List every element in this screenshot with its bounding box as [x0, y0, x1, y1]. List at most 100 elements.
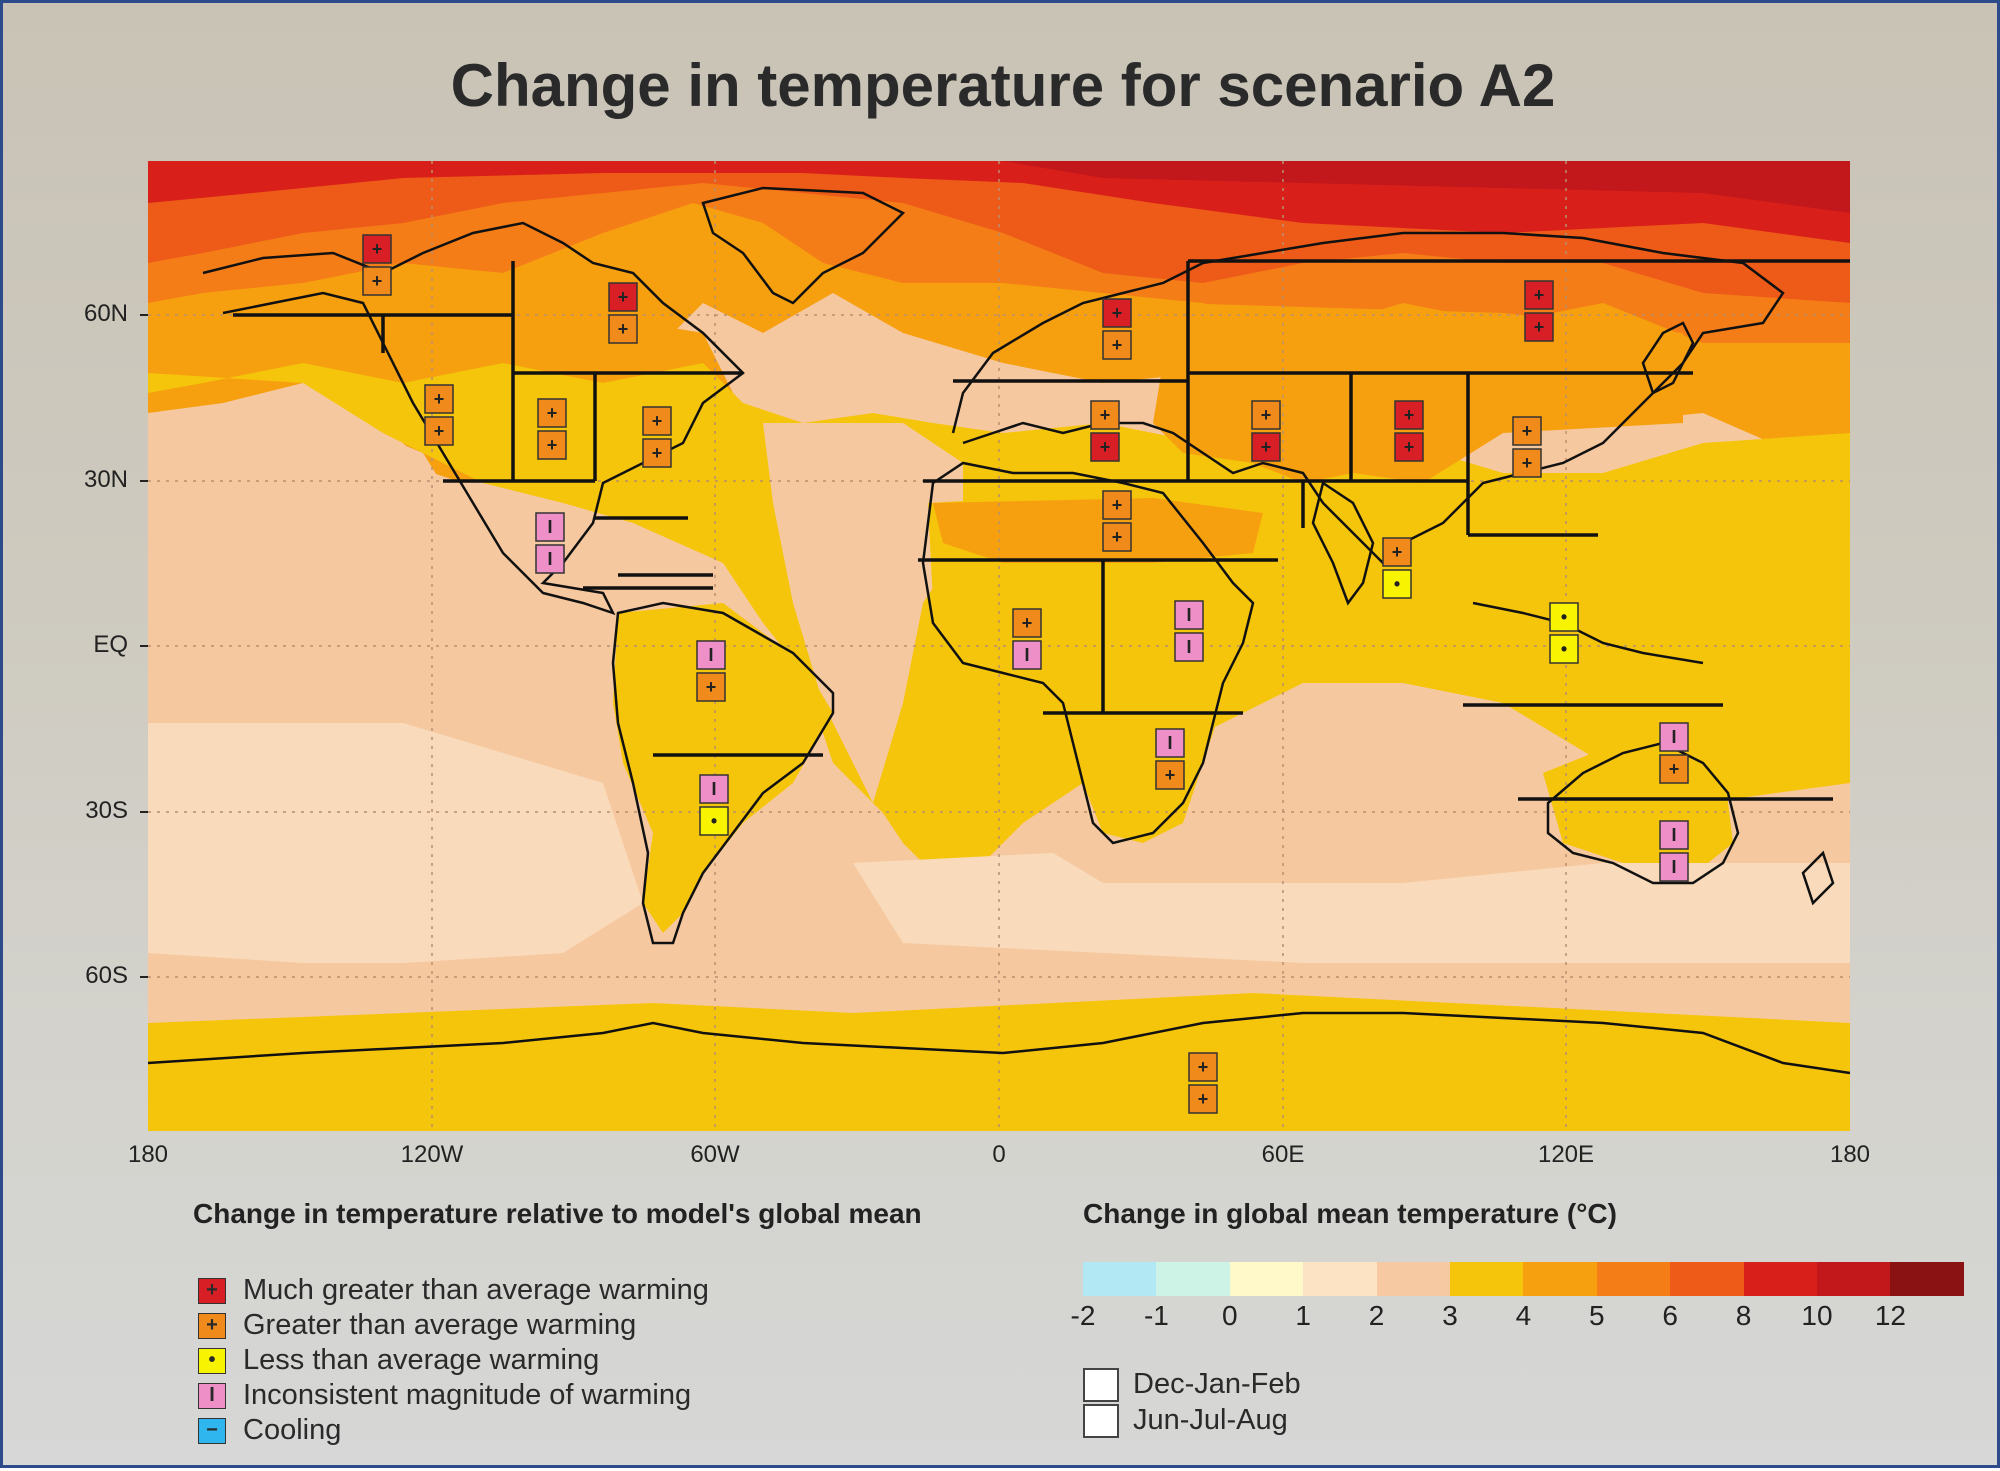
zone-antarctica-core	[148, 1053, 1850, 1131]
svg-text:+: +	[547, 435, 558, 455]
color-scale-tick-label: 8	[1735, 1300, 1752, 1331]
svg-text:I: I	[1167, 733, 1172, 753]
color-scale-tick-label: -2	[1070, 1300, 1096, 1331]
svg-text:•: •	[711, 811, 717, 831]
color-scale-tick-label: 5	[1589, 1300, 1605, 1331]
lat-label-30s: 30S	[85, 797, 128, 824]
coast-indonesia	[1472, 601, 1704, 665]
color-scale-tick-label: 12	[1874, 1300, 1906, 1331]
svg-text:+: +	[1165, 765, 1176, 785]
marker-northern-europe: ++	[1102, 298, 1132, 360]
color-scale-cell	[1523, 1262, 1597, 1296]
marker-south-asia: +•	[1382, 537, 1412, 599]
coast-greenland	[701, 186, 906, 305]
color-scale-cell	[1816, 1262, 1891, 1296]
zone-sahara	[933, 498, 1263, 563]
svg-text:+: +	[652, 443, 663, 463]
svg-text:+: +	[372, 239, 383, 259]
lat-label-60s: 60S	[85, 962, 128, 989]
svg-text:+: +	[372, 271, 383, 291]
svg-text:+: +	[1198, 1089, 1209, 1109]
minus-icon: −	[198, 1418, 226, 1444]
color-scale-cell	[1303, 1262, 1377, 1296]
lon-label-0: 0	[992, 1141, 1006, 1168]
color-scale-tick-label: 6	[1662, 1300, 1678, 1331]
lon-label-180e: 180	[1829, 1141, 1871, 1168]
marker-amazon: I+	[696, 640, 726, 702]
scale-legend: Change in global mean temperature (°C) -…	[1071, 1198, 1964, 1438]
plus-icon: +	[198, 1313, 226, 1339]
svg-text:•: •	[1561, 607, 1567, 627]
season-box	[1083, 1404, 1119, 1438]
figure-title: Change in temperature for scenario A2	[450, 52, 1556, 119]
lat-label-60n: 60N	[83, 300, 128, 327]
coast-australia	[1546, 741, 1740, 885]
zone-atlantic-mid	[763, 423, 963, 803]
marker-north-australia: I+	[1659, 722, 1689, 784]
marker-central-north-america: ++	[537, 398, 567, 460]
dot-icon: •	[198, 1348, 226, 1374]
zone-southern-light-2	[853, 853, 1850, 963]
lon-label-60e: 60E	[1261, 1141, 1305, 1168]
region-boundaries	[233, 259, 1850, 801]
svg-text:I: I	[1024, 645, 1029, 665]
color-scale-tick-label: 3	[1442, 1300, 1458, 1331]
svg-text:+: +	[652, 411, 663, 431]
magnitude-legend: Change in temperature relative to model'…	[193, 1198, 922, 1449]
marker-sahara: ++	[1102, 490, 1132, 552]
color-scale-cell	[1449, 1262, 1524, 1296]
tick-marks	[140, 314, 148, 978]
marker-alaska: ++	[362, 234, 392, 296]
svg-text:+: +	[1392, 542, 1403, 562]
lon-label-60w: 60W	[690, 1141, 740, 1168]
coast-india	[1311, 480, 1375, 606]
color-scale-cell	[1890, 1262, 1964, 1296]
coast-antarctica	[147, 1011, 1851, 1075]
svg-text:+: +	[1404, 437, 1415, 457]
svg-text:+: +	[434, 389, 445, 409]
zone-africa	[928, 493, 1273, 843]
marker-central-asia: ++	[1251, 400, 1281, 462]
svg-text:+: +	[1669, 759, 1680, 779]
lat-label-eq: EQ	[93, 631, 128, 658]
svg-text:I: I	[1671, 857, 1676, 877]
svg-text:+: +	[1261, 437, 1272, 457]
svg-text:+: +	[1534, 317, 1545, 337]
magnitude-legend-title: Change in temperature relative to model'…	[193, 1198, 922, 1229]
svg-text:+: +	[1112, 303, 1123, 323]
legend-item-much-greater: + Much greater than average warming	[193, 1274, 922, 1309]
scale-legend-title: Change in global mean temperature (°C)	[1083, 1198, 1617, 1229]
zone-asia	[1153, 303, 1683, 483]
marker-tibet: ++	[1394, 400, 1424, 462]
color-scale-cell	[1596, 1262, 1671, 1296]
zone-subtropical-ocean	[148, 403, 763, 793]
svg-text:+: +	[1198, 1057, 1209, 1077]
marker-west-africa: +I	[1012, 608, 1042, 670]
svg-text:I: I	[1671, 727, 1676, 747]
color-scale-tick-label: 4	[1515, 1300, 1532, 1331]
svg-text:+: +	[434, 421, 445, 441]
svg-text:I: I	[1186, 637, 1191, 657]
lon-label-180w: 180	[127, 1141, 169, 1168]
lon-label-120e: 120E	[1537, 1141, 1595, 1168]
coast-north-america	[202, 221, 745, 616]
region-markers: ++ ++ ++ ++ ++ II I+ I• ++ ++ ++ +I II	[362, 234, 1689, 1114]
marker-south-australia: II	[1659, 820, 1689, 882]
zone-arctic-10-12	[1003, 161, 1850, 213]
season-box	[1083, 1368, 1119, 1402]
marker-western-north-america: ++	[424, 384, 454, 446]
legend-item-label: Less than average warming	[243, 1344, 600, 1376]
legend-item-label: Inconsistent magnitude of warming	[243, 1379, 692, 1411]
svg-text:I: I	[711, 779, 716, 799]
coast-japan	[1641, 321, 1695, 395]
svg-text:•: •	[1394, 574, 1400, 594]
zone-southern-light	[148, 723, 643, 963]
color-scale-cell	[1229, 1262, 1304, 1296]
coast-new-zealand	[1801, 850, 1835, 906]
svg-text:I: I	[1671, 825, 1676, 845]
svg-text:+: +	[1404, 405, 1415, 425]
marker-east-asia: ++	[1512, 416, 1542, 478]
svg-text:•: •	[1561, 639, 1567, 659]
legend-item-inconsistent: I Inconsistent magnitude of warming	[193, 1379, 922, 1414]
